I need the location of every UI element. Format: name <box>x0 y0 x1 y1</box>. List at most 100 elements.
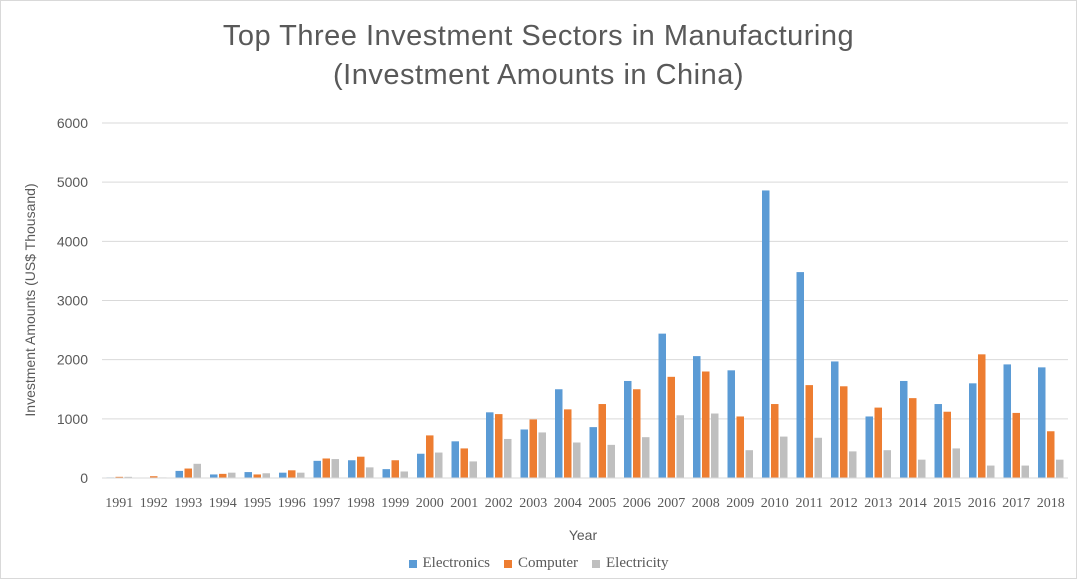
y-tick-label: 5000 <box>57 174 88 190</box>
y-tick-label: 0 <box>80 470 88 486</box>
y-axis-ticks: 0 1000 2000 3000 4000 5000 6000 <box>57 115 88 486</box>
bar-electricity-1993 <box>193 463 201 478</box>
x-tick-label: 1995 <box>243 496 271 511</box>
bar-electricity-2007 <box>676 415 684 478</box>
x-tick-label: 2007 <box>657 496 685 511</box>
bar-electricity-1999 <box>400 471 408 478</box>
x-tick-label: 1991 <box>105 496 133 511</box>
x-tick-label: 2010 <box>761 496 789 511</box>
bar-computer-2002 <box>495 414 503 478</box>
bar-electricity-2017 <box>1021 465 1029 478</box>
bar-computer-2015 <box>943 411 951 478</box>
bar-electronics-1996 <box>279 472 287 478</box>
legend-swatch <box>592 559 600 568</box>
legend-swatch <box>504 559 512 568</box>
y-axis-label: Investment Amounts (US$ Thousand) <box>22 183 38 416</box>
bar-electronics-2017 <box>1003 364 1011 478</box>
bar-electricity-2005 <box>607 444 615 478</box>
bar-electronics-2003 <box>520 429 528 478</box>
y-tick-label: 4000 <box>57 233 88 249</box>
bar-electronics-1997 <box>313 460 321 478</box>
x-tick-label: 1998 <box>347 496 375 511</box>
bar-electricity-1997 <box>331 459 339 478</box>
bar-electronics-2011 <box>796 272 804 478</box>
bar-electronics-2008 <box>693 356 701 478</box>
bar-computer-2013 <box>874 407 882 478</box>
bar-electronics-2015 <box>934 404 942 478</box>
bar-electronics-2010 <box>762 190 770 478</box>
x-tick-label: 2014 <box>899 496 927 511</box>
bar-electronics-2018 <box>1038 367 1046 478</box>
x-tick-label: 2003 <box>519 496 547 511</box>
bar-electronics-2000 <box>417 453 425 478</box>
bar-computer-2011 <box>805 385 813 478</box>
legend-item-electronics: Electronics <box>408 555 490 572</box>
x-tick-label: 2002 <box>485 496 513 511</box>
y-tick-label: 6000 <box>57 115 88 131</box>
bar-electronics-2007 <box>658 333 666 478</box>
bar-electronics-1994 <box>210 474 218 478</box>
x-tick-label: 2004 <box>554 496 582 511</box>
bar-electronics-2016 <box>969 383 977 478</box>
bar-electronics-2005 <box>589 427 597 478</box>
legend-item-computer: Computer <box>504 555 578 572</box>
x-tick-label: 1992 <box>140 496 168 511</box>
bar-computer-1996 <box>288 470 296 478</box>
bar-computer-2012 <box>840 386 848 478</box>
bar-electronics-1993 <box>175 470 183 478</box>
bar-computer-2005 <box>598 404 606 478</box>
legend-label: Electricity <box>606 555 669 571</box>
bar-computer-2008 <box>702 371 710 478</box>
bar-electricity-1995 <box>262 473 270 478</box>
bar-computer-1991 <box>115 476 123 478</box>
bar-electricity-2011 <box>814 437 822 478</box>
bar-electronics-2004 <box>555 389 563 478</box>
legend-swatch <box>408 559 417 568</box>
bar-computer-1999 <box>391 460 399 478</box>
legend-item-electricity: Electricity <box>592 555 668 572</box>
bar-electricity-2001 <box>469 461 477 478</box>
bar-electricity-2012 <box>849 451 857 479</box>
x-tick-label: 1994 <box>209 496 237 511</box>
x-tick-label: 2018 <box>1037 496 1065 511</box>
gridlines <box>102 122 1068 479</box>
bar-computer-1993 <box>184 468 192 478</box>
chart-title-line2: (Investment Amounts in China) <box>332 59 744 91</box>
x-tick-label: 1997 <box>312 496 340 511</box>
bar-computer-2016 <box>978 354 986 478</box>
bar-electronics-2006 <box>624 380 632 478</box>
bar-electronics-2001 <box>451 441 459 478</box>
bar-electronics-1995 <box>244 472 252 478</box>
x-tick-label: 2000 <box>416 496 444 511</box>
bar-electricity-1994 <box>228 472 236 478</box>
x-tick-label: 2008 <box>692 496 720 511</box>
bar-computer-2007 <box>667 376 675 478</box>
bar-electricity-2000 <box>435 452 443 478</box>
legend: Electronics Computer Electricity <box>0 555 1077 572</box>
bar-electricity-2003 <box>538 432 546 478</box>
x-tick-label: 1993 <box>174 496 202 511</box>
y-tick-label: 1000 <box>57 411 88 427</box>
x-tick-label: 2011 <box>796 496 823 511</box>
x-tick-label: 1996 <box>278 496 306 511</box>
bar-computer-2017 <box>1012 412 1020 478</box>
bar-electronics-2009 <box>727 370 735 478</box>
x-tick-label: 2006 <box>623 496 651 511</box>
y-tick-label: 2000 <box>57 352 88 368</box>
bar-electricity-2004 <box>573 442 581 478</box>
x-tick-label: 1999 <box>381 496 409 511</box>
bar-computer-2018 <box>1047 431 1055 478</box>
y-tick-label: 3000 <box>57 293 88 309</box>
bar-electricity-1991 <box>124 476 132 478</box>
x-tick-label: 2005 <box>588 496 616 511</box>
bar-electricity-2002 <box>504 438 512 478</box>
bar-electronics-2014 <box>900 380 908 478</box>
bar-electricity-2006 <box>642 437 650 478</box>
bar-computer-1997 <box>322 458 330 478</box>
bar-electricity-2015 <box>952 448 960 478</box>
chart-title-line1: Top Three Investment Sectors in Manufact… <box>222 20 855 52</box>
bar-computer-1992 <box>150 476 158 478</box>
bar-computer-2006 <box>633 389 641 478</box>
x-tick-label: 2013 <box>864 496 892 511</box>
